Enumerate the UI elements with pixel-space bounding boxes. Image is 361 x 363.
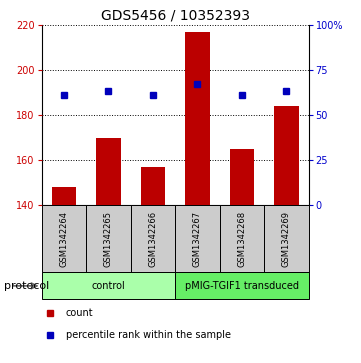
Bar (86, 205, 131, 272)
Text: protocol: protocol (4, 281, 49, 291)
Bar (185, 32, 210, 205)
Text: count: count (66, 308, 93, 318)
Text: GSM1342264: GSM1342264 (59, 211, 68, 267)
Bar (230, 149, 254, 205)
Bar (42, 205, 86, 272)
Bar (219, 205, 264, 272)
Bar (52, 187, 76, 205)
Text: GSM1342267: GSM1342267 (193, 211, 202, 267)
Text: pMIG-TGIF1 transduced: pMIG-TGIF1 transduced (185, 281, 299, 291)
Bar (131, 205, 175, 272)
Text: GSM1342269: GSM1342269 (282, 211, 291, 267)
Bar (96, 138, 121, 205)
Text: GSM1342268: GSM1342268 (238, 211, 246, 267)
Bar (264, 205, 309, 272)
Text: GSM1342266: GSM1342266 (148, 211, 157, 267)
Text: percentile rank within the sample: percentile rank within the sample (66, 330, 231, 340)
Bar (274, 106, 299, 205)
Text: control: control (91, 281, 125, 291)
Bar (175, 272, 309, 299)
Bar (140, 167, 165, 205)
Title: GDS5456 / 10352393: GDS5456 / 10352393 (101, 9, 249, 23)
Text: GSM1342265: GSM1342265 (104, 211, 113, 267)
Bar (175, 205, 219, 272)
Bar (42, 272, 175, 299)
